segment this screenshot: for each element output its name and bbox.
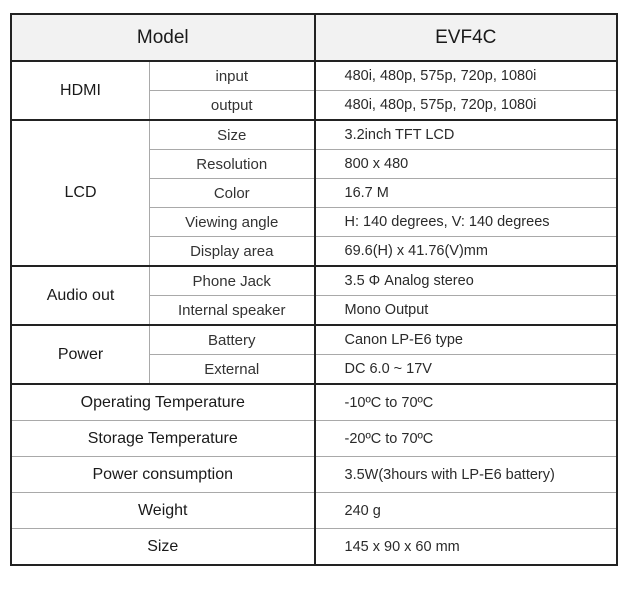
table-row: Display area 69.6(H) x 41.76(V)mm: [12, 236, 617, 267]
sub-label: Color: [149, 178, 316, 208]
group-power: Power: [11, 324, 150, 385]
group-audio-out: Audio out: [11, 265, 150, 326]
table-row: Power Battery Canon LP-E6 type: [11, 324, 617, 385]
spec-value: 3.2inch TFT LCD: [314, 119, 617, 150]
spec-value: 69.6(H) x 41.76(V)mm: [314, 236, 617, 267]
table-row: Internal speaker Mono Output: [12, 295, 617, 326]
storage-temperature-label: Storage Temperature: [11, 420, 316, 457]
spec-value: 800 x 480: [314, 149, 617, 179]
table-row: Size 145 x 90 x 60 mm: [11, 528, 617, 565]
sub-label: External: [149, 354, 316, 385]
header-row: Model EVF4C: [11, 14, 617, 62]
power-consumption-label: Power consumption: [11, 456, 316, 493]
table-row: HDMI input 480i, 480p, 575p, 720p, 1080i: [11, 60, 617, 121]
table-row: LCD Size 3.2inch TFT LCD: [11, 119, 617, 267]
table-row: Color 16.7 M: [12, 178, 617, 208]
table-row: Operating Temperature -10ºC to 70ºC: [11, 383, 617, 421]
table-row: Audio out Phone Jack 3.5 Φ Analog stereo: [11, 265, 617, 326]
operating-temperature-value: -10ºC to 70ºC: [314, 383, 617, 421]
spec-value: 480i, 480p, 575p, 720p, 1080i: [314, 90, 617, 121]
spec-table: Model EVF4C HDMI input 480i, 480p, 575p,…: [10, 13, 618, 566]
spec-value: Mono Output: [314, 295, 617, 326]
spec-value: Canon LP-E6 type: [314, 324, 617, 355]
sub-label: Display area: [149, 236, 316, 267]
spec-value: DC 6.0 ~ 17V: [314, 354, 617, 385]
size-label: Size: [11, 528, 316, 565]
table-row: output 480i, 480p, 575p, 720p, 1080i: [12, 90, 617, 121]
sub-label: Resolution: [149, 149, 316, 179]
sub-label: input: [149, 60, 316, 91]
weight-label: Weight: [11, 492, 316, 529]
operating-temperature-label: Operating Temperature: [11, 383, 316, 421]
size-value: 145 x 90 x 60 mm: [314, 528, 617, 565]
sub-label: Size: [149, 119, 316, 150]
spec-value: 3.5 Φ Analog stereo: [314, 265, 617, 296]
sub-label: Internal speaker: [149, 295, 316, 326]
table-row: Storage Temperature -20ºC to 70ºC: [11, 420, 617, 457]
sub-label: Viewing angle: [149, 207, 316, 237]
table-row: Power consumption 3.5W(3hours with LP-E6…: [11, 456, 617, 493]
table-row: Resolution 800 x 480: [12, 149, 617, 179]
header-model-label: Model: [11, 14, 316, 62]
power-consumption-value: 3.5W(3hours with LP-E6 battery): [314, 456, 617, 493]
table-row: External DC 6.0 ~ 17V: [12, 354, 617, 385]
group-lcd: LCD: [11, 119, 150, 267]
table-row: Weight 240 g: [11, 492, 617, 529]
table-row: Viewing angle H: 140 degrees, V: 140 deg…: [12, 207, 617, 237]
sub-label: Phone Jack: [149, 265, 316, 296]
header-model-value: EVF4C: [314, 14, 617, 62]
group-hdmi: HDMI: [11, 60, 150, 121]
storage-temperature-value: -20ºC to 70ºC: [314, 420, 617, 457]
spec-value: 16.7 M: [314, 178, 617, 208]
spec-value: H: 140 degrees, V: 140 degrees: [314, 207, 617, 237]
spec-value: 480i, 480p, 575p, 720p, 1080i: [314, 60, 617, 91]
weight-value: 240 g: [314, 492, 617, 529]
sub-label: output: [149, 90, 316, 121]
sub-label: Battery: [149, 324, 316, 355]
